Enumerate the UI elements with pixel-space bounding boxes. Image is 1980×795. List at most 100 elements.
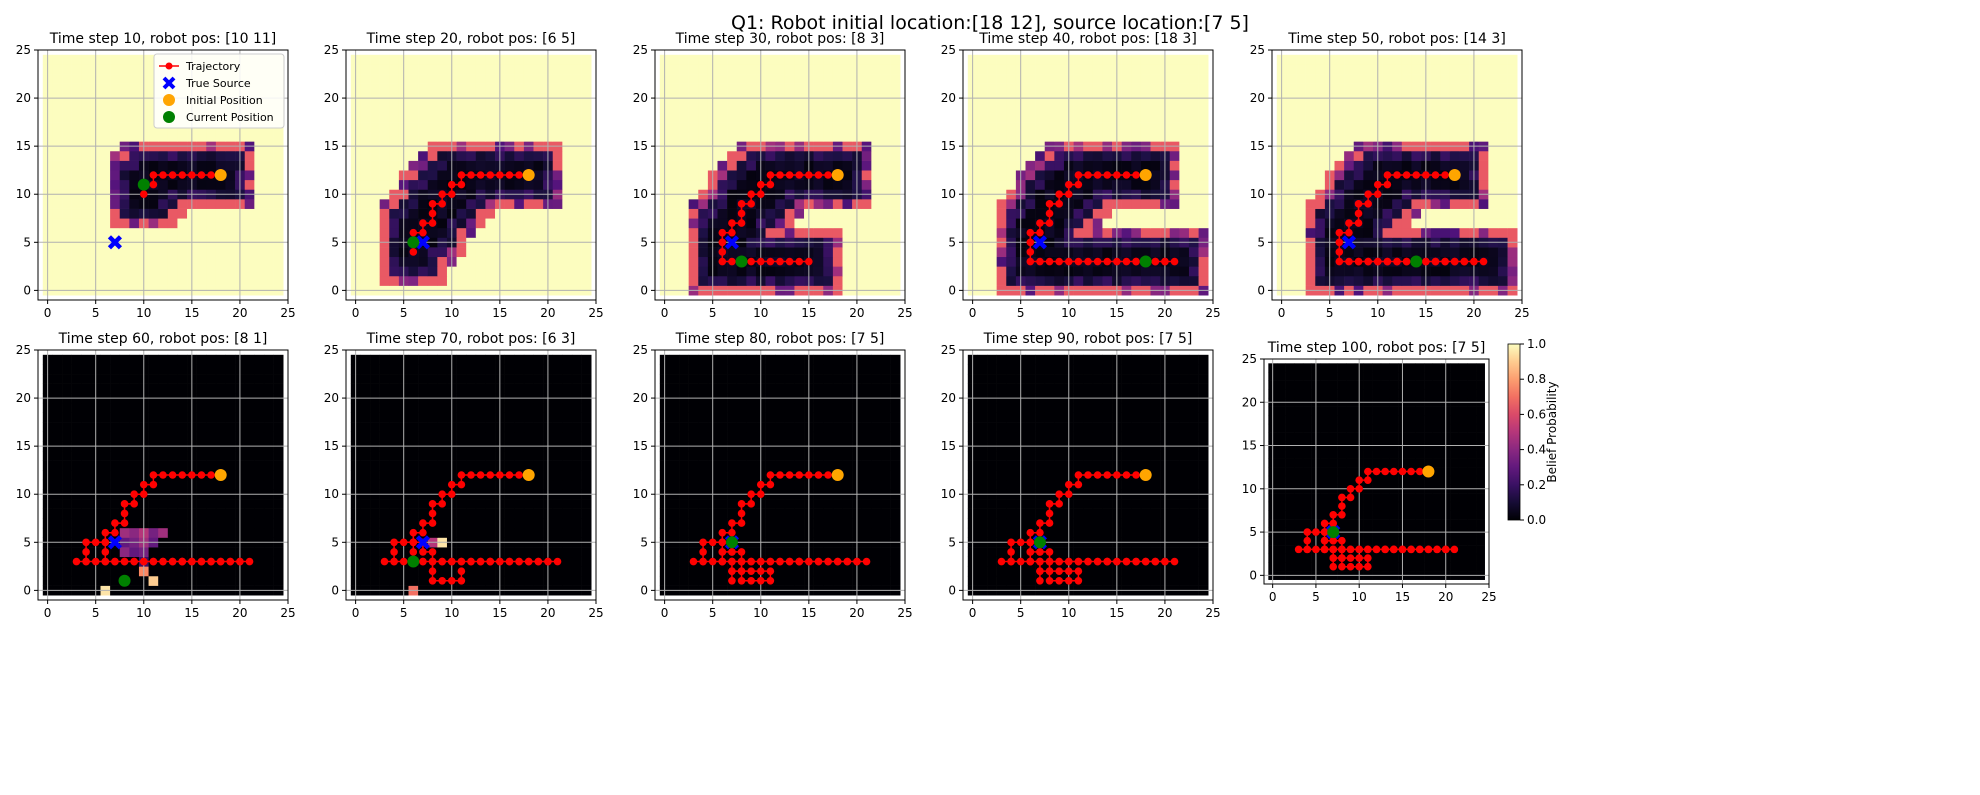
heatmap-cell: [571, 54, 582, 65]
heatmap-cell: [1382, 247, 1393, 258]
heatmap-cell: [1296, 227, 1306, 238]
heatmap-cell: [408, 518, 419, 529]
heatmap-cell: [890, 74, 901, 84]
trajectory-point: [756, 257, 765, 266]
heatmap-cell: [52, 64, 63, 75]
heatmap-cell: [890, 83, 901, 94]
x-tick-label: 15: [184, 306, 199, 320]
heatmap-cell: [996, 102, 1007, 113]
heatmap-cell: [813, 227, 824, 238]
heatmap-cell: [389, 402, 400, 413]
trajectory-point: [1441, 257, 1449, 266]
y-tick-label: 0: [1257, 283, 1265, 297]
heatmap-cell: [119, 218, 130, 229]
heatmap-cell: [1188, 64, 1199, 75]
heatmap-cell: [775, 150, 786, 161]
heatmap-cell: [1305, 199, 1316, 209]
heatmap-cell: [1392, 247, 1403, 258]
heatmap-cell: [215, 460, 226, 471]
true-source-stroke: [724, 235, 740, 250]
heatmap-cell: [1449, 247, 1460, 258]
heatmap-cell: [1083, 131, 1094, 142]
heatmap-cell: [379, 131, 390, 142]
heatmap-cell: [1411, 112, 1422, 123]
heatmap-cell: [485, 383, 496, 394]
heatmap-cell: [1488, 102, 1499, 113]
true-source-marker: [724, 235, 740, 250]
heatmap-cell: [119, 422, 130, 433]
heatmap-cell: [379, 179, 390, 190]
heatmap-cell: [1121, 227, 1132, 238]
heatmap-cell: [698, 247, 709, 258]
heatmap-cell: [244, 275, 255, 286]
heatmap-cell: [110, 383, 121, 394]
trajectory-point: [1373, 257, 1382, 266]
heatmap-cell: [52, 199, 63, 209]
heatmap-cell: [533, 83, 544, 94]
true-source-stroke: [415, 235, 431, 250]
heatmap-cell: [1188, 275, 1199, 286]
trajectory-point: [168, 171, 177, 179]
heatmap-cell: [880, 218, 891, 229]
heatmap-cell: [456, 374, 467, 384]
x-tick-label: 10: [136, 606, 151, 620]
heatmap-cell: [813, 102, 824, 113]
x-tick-label: 10: [444, 306, 459, 320]
heatmap-cell: [1092, 160, 1103, 171]
heatmap-cell: [196, 460, 207, 471]
heatmap-cell: [437, 470, 448, 481]
heatmap-cell: [1497, 64, 1508, 75]
heatmap-cell: [679, 275, 689, 286]
heatmap-cell: [1497, 266, 1508, 277]
heatmap-cell: [71, 479, 82, 490]
heatmap-cell: [244, 566, 255, 577]
heatmap-cell: [62, 83, 72, 94]
heatmap-cell: [1305, 54, 1316, 65]
heatmap-cell: [533, 102, 544, 113]
heatmap-cell: [504, 508, 515, 519]
heatmap-cell: [110, 422, 121, 433]
heatmap-cell: [1102, 227, 1113, 238]
heatmap-cell: [784, 102, 795, 113]
heatmap-cell: [273, 518, 284, 529]
heatmap-cell: [1363, 112, 1374, 123]
heatmap-cell: [71, 199, 82, 209]
heatmap-cell: [475, 160, 486, 171]
heatmap-cell: [890, 227, 901, 238]
y-tick-label: 5: [23, 235, 31, 249]
heatmap-cell: [437, 479, 448, 490]
heatmap-cell: [427, 266, 438, 277]
heatmap-cell: [379, 354, 390, 365]
heatmap-cell: [119, 566, 130, 577]
heatmap-cell: [571, 179, 582, 190]
heatmap-cell: [456, 74, 467, 84]
heatmap-cell: [81, 508, 92, 519]
heatmap-cell: [1169, 247, 1180, 258]
heatmap-cell: [1507, 122, 1518, 133]
heatmap-cell: [62, 499, 72, 509]
heatmap-cell: [158, 527, 169, 538]
heatmap-cell: [794, 122, 805, 133]
trajectory-point: [737, 209, 746, 218]
heatmap-cell: [832, 122, 843, 133]
heatmap-cell: [466, 64, 477, 75]
heatmap-cell: [679, 112, 689, 123]
heatmap-cell: [456, 64, 467, 75]
heatmap-cell: [552, 450, 563, 461]
heatmap-cell: [571, 460, 582, 471]
trajectory-point: [120, 500, 129, 508]
heatmap-cell: [485, 179, 496, 190]
heatmap-cell: [119, 256, 130, 267]
heatmap-cell: [861, 102, 872, 113]
heatmap-cell: [832, 54, 843, 65]
heatmap-cell: [775, 131, 786, 142]
heatmap-cell: [158, 256, 169, 267]
heatmap-cell: [167, 354, 178, 365]
heatmap-cell: [370, 354, 380, 365]
heatmap-cell: [81, 256, 92, 267]
heatmap-cell: [1025, 83, 1036, 94]
heatmap-cell: [1188, 227, 1199, 238]
heatmap-cell: [1478, 54, 1489, 65]
heatmap-cell: [1449, 266, 1460, 277]
heatmap-cell: [1083, 54, 1094, 65]
